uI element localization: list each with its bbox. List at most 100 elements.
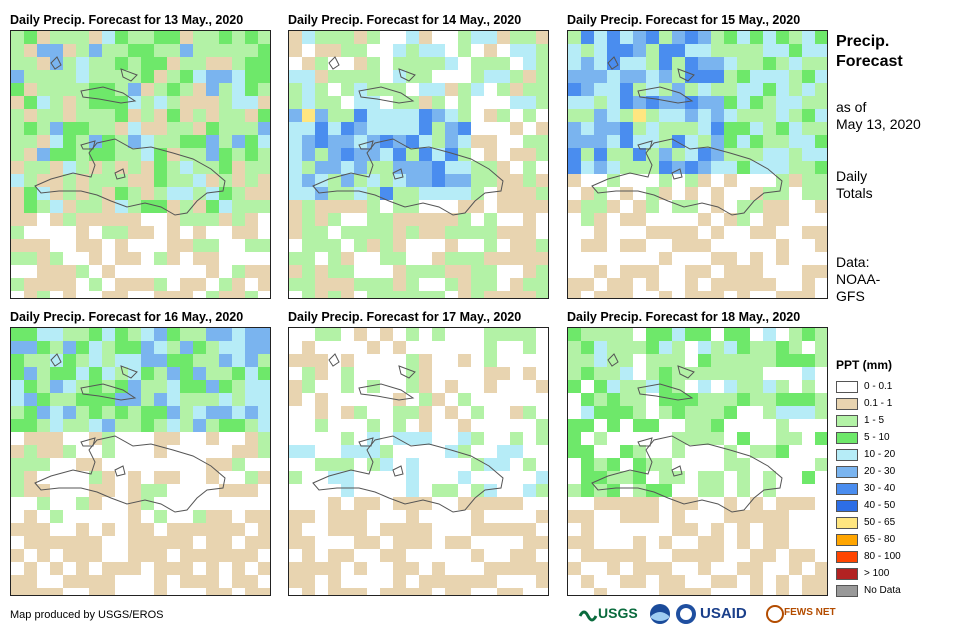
precip-cell	[367, 445, 380, 458]
precip-cell	[406, 510, 419, 523]
precip-cell	[510, 96, 523, 109]
precip-cell	[620, 239, 633, 252]
precip-cell	[50, 161, 63, 174]
precip-cell	[724, 354, 737, 367]
precip-cell	[289, 200, 302, 213]
precip-cell	[154, 341, 167, 354]
precip-cell	[89, 31, 102, 44]
precip-cell	[620, 497, 633, 510]
precip-cell	[141, 44, 154, 57]
precip-cell	[232, 419, 245, 432]
precip-cell	[763, 510, 776, 523]
precip-cell	[419, 70, 432, 83]
precip-cell	[206, 96, 219, 109]
precip-cell	[419, 226, 432, 239]
precip-cell	[711, 226, 724, 239]
precip-cell	[258, 265, 270, 278]
precip-cell	[789, 57, 802, 70]
precip-cell	[789, 291, 802, 298]
precip-cell	[180, 187, 193, 200]
precip-cell	[724, 278, 737, 291]
precip-cell	[568, 484, 581, 497]
precip-cell	[659, 70, 672, 83]
precip-cell	[141, 393, 154, 406]
precip-cell	[815, 341, 827, 354]
precip-cell	[245, 536, 258, 549]
precip-cell	[802, 96, 815, 109]
precip-cell	[128, 549, 141, 562]
precip-cell	[646, 562, 659, 575]
precip-cell	[750, 31, 763, 44]
precip-cell	[219, 187, 232, 200]
precip-cell	[406, 328, 419, 341]
precip-cell	[76, 458, 89, 471]
precip-cell	[393, 252, 406, 265]
precip-cell	[37, 497, 50, 510]
usgs-logo-text: USGS	[598, 605, 638, 621]
precip-cell	[24, 432, 37, 445]
precip-cell	[510, 497, 523, 510]
precip-cell	[815, 354, 827, 367]
precip-cell	[206, 44, 219, 57]
panel-title: Daily Precip. Forecast for 16 May., 2020	[10, 310, 244, 324]
precip-cell	[536, 239, 548, 252]
precip-cell	[141, 484, 154, 497]
precip-cell	[380, 187, 393, 200]
precip-cell	[815, 135, 827, 148]
precip-cell	[315, 265, 328, 278]
precip-cell	[737, 278, 750, 291]
precip-cell	[802, 174, 815, 187]
precip-cell	[646, 122, 659, 135]
precip-cell	[154, 549, 167, 562]
precip-cell	[328, 122, 341, 135]
precip-cell	[11, 341, 24, 354]
precip-cell	[536, 135, 548, 148]
precip-cell	[659, 96, 672, 109]
precip-cell	[102, 174, 115, 187]
precip-cell	[711, 393, 724, 406]
precip-cell	[167, 44, 180, 57]
precip-cell	[815, 174, 827, 187]
precip-cell	[167, 354, 180, 367]
precip-cell	[380, 445, 393, 458]
precip-cell	[776, 200, 789, 213]
precip-cell	[594, 83, 607, 96]
precip-cell	[219, 510, 232, 523]
precip-cell	[232, 458, 245, 471]
precip-cell	[63, 393, 76, 406]
precip-cell	[568, 367, 581, 380]
precip-cell	[289, 148, 302, 161]
precip-cell	[193, 575, 206, 588]
precip-cell	[568, 328, 581, 341]
precip-cell	[50, 393, 63, 406]
precip-cell	[581, 109, 594, 122]
precip-cell	[471, 265, 484, 278]
precip-cell	[776, 187, 789, 200]
precip-cell	[698, 148, 711, 161]
precip-cell	[685, 135, 698, 148]
precip-cell	[76, 549, 89, 562]
precip-cell	[698, 367, 711, 380]
precip-cell	[620, 265, 633, 278]
precip-cell	[180, 575, 193, 588]
precip-cell	[776, 44, 789, 57]
precip-cell	[685, 187, 698, 200]
precip-cell	[245, 484, 258, 497]
precip-cell	[406, 291, 419, 298]
precip-cell	[484, 367, 497, 380]
precip-cell	[419, 291, 432, 298]
precip-cell	[581, 57, 594, 70]
precip-cell	[76, 161, 89, 174]
precip-cell	[646, 265, 659, 278]
precip-cell	[154, 536, 167, 549]
precip-cell	[432, 562, 445, 575]
precip-cell	[206, 549, 219, 562]
precip-cell	[568, 445, 581, 458]
legend-label: 10 - 20	[864, 449, 896, 460]
precip-cell	[289, 31, 302, 44]
precip-cell	[219, 341, 232, 354]
precip-cell	[620, 549, 633, 562]
precip-cell	[789, 122, 802, 135]
precip-cell	[815, 458, 827, 471]
precip-cell	[258, 31, 270, 44]
